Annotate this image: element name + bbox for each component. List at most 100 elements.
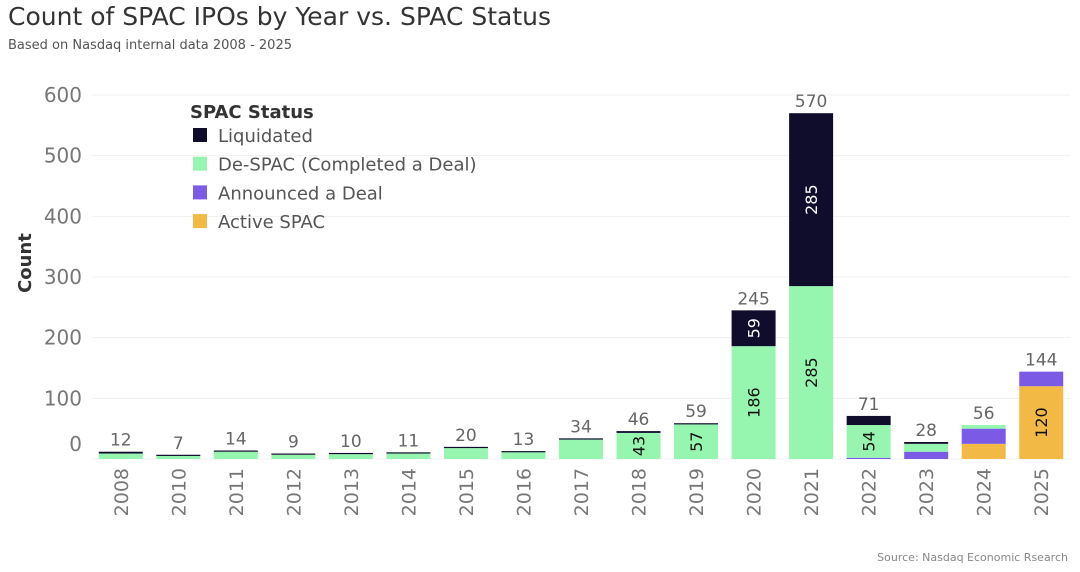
y-tick-label: 300: [44, 265, 82, 289]
bar-segment: [501, 451, 546, 453]
x-tick-label: 2017: [571, 468, 593, 516]
bar-segment: [731, 346, 776, 459]
segment-label: 59: [745, 318, 764, 338]
legend-swatch: [193, 156, 207, 171]
total-label: 56: [973, 404, 995, 424]
bar-segment: [559, 439, 603, 459]
bar-segment: [328, 454, 373, 459]
bar-segment: [156, 454, 201, 456]
bar-segment: [156, 455, 201, 459]
y-tick-label: 500: [44, 144, 82, 168]
bar-segment: [846, 457, 891, 459]
bar-segment: [271, 454, 316, 459]
x-tick-label: 2023: [916, 468, 938, 516]
y-tick-label: 200: [44, 326, 82, 350]
x-tick-label: 2019: [686, 468, 708, 516]
x-tick-label: 2014: [398, 468, 420, 516]
y-tick-label: 400: [44, 204, 82, 228]
bar-segment: [961, 425, 1006, 429]
x-tick-label: 2022: [859, 468, 881, 516]
legend-entry: Active SPAC: [218, 212, 325, 233]
bar-segment: [731, 310, 776, 347]
bar-segment: [443, 446, 488, 449]
segment-label: 43: [630, 436, 649, 456]
data-labels: 12 7 14 9 10 11 20 13 34 46 59 245 570 71 28 56 144 43 57 1…: [110, 92, 1058, 456]
bar-segment: [213, 451, 258, 459]
bar-segment: [616, 432, 661, 459]
total-label: 20: [455, 426, 477, 446]
bar-segment: [904, 442, 949, 444]
total-label: 28: [915, 421, 937, 441]
x-tick-label: 2024: [974, 468, 996, 516]
source-note: Source: Nasdaq Economic Rsearch: [877, 551, 1068, 564]
total-label: 71: [858, 395, 880, 415]
y-axis: Count 0 100 200 300 400 500 600: [15, 83, 82, 456]
segment-label: 186: [745, 387, 764, 418]
bar-segment: [674, 424, 719, 459]
x-tick-label: 2021: [801, 468, 823, 516]
bar-segment: [674, 423, 719, 425]
bar-segment: [443, 448, 488, 459]
legend-entry: Liquidated: [218, 126, 313, 147]
y-tick-label: 600: [44, 83, 82, 107]
x-tick-label: 2008: [111, 468, 133, 516]
legend-swatch: [193, 128, 207, 142]
bar-segment: [904, 451, 949, 459]
x-axis: 2008 2010 2011 2012 2013 2014 2015 2016 2017 2018…: [111, 468, 1053, 516]
total-label: 10: [340, 432, 362, 452]
total-label: 9: [288, 433, 299, 453]
bar-segment: [559, 438, 603, 440]
bar-segment: [789, 113, 834, 287]
bar-segment: [386, 452, 431, 454]
bar-segment: [271, 453, 316, 455]
x-tick-label: 2025: [1031, 468, 1053, 516]
gridlines: [92, 94, 1070, 460]
chart-subtitle: Based on Nasdaq internal data 2008 - 202…: [8, 38, 292, 53]
x-tick-label: 2012: [283, 468, 305, 516]
x-tick-label: 2010: [168, 468, 190, 516]
x-tick-label: 2015: [456, 468, 478, 516]
bar-segment: [1019, 371, 1064, 387]
bar-segment: [904, 443, 949, 452]
segment-label: 57: [687, 432, 706, 452]
legend-swatch: [193, 214, 207, 229]
bar-segment: [213, 450, 258, 452]
bar-segment: [846, 415, 891, 426]
bar-segment: [98, 451, 143, 454]
x-tick-label: 2020: [744, 468, 766, 516]
bar-segment: [961, 428, 1006, 444]
total-label: 7: [173, 434, 184, 454]
bar-segment: [1019, 386, 1064, 459]
x-tick-label: 2013: [341, 468, 363, 516]
segment-label: 54: [860, 431, 879, 451]
legend-entry: De-SPAC (Completed a Deal): [218, 155, 477, 176]
bars: [98, 113, 1064, 459]
x-tick-label: 2018: [629, 468, 651, 516]
legend-entry: Announced a Deal: [218, 183, 383, 204]
segment-label: 120: [1032, 407, 1051, 438]
x-tick-label: 2011: [226, 468, 248, 516]
bar-segment: [616, 431, 661, 433]
legend-swatch: [193, 185, 207, 200]
total-label: 13: [513, 430, 535, 450]
total-label: 46: [628, 410, 650, 430]
bar-segment: [846, 425, 891, 458]
y-tick-label: 100: [44, 386, 82, 410]
total-label: 570: [795, 92, 827, 112]
bar-segment: [789, 286, 834, 459]
chart-title: Count of SPAC IPOs by Year vs. SPAC Stat…: [8, 2, 552, 31]
bar-segment: [328, 452, 373, 455]
bar-segment: [98, 453, 143, 459]
bar-segment: [501, 452, 546, 459]
bar-segment: [961, 443, 1006, 459]
total-label: 11: [398, 431, 420, 451]
total-label: 14: [225, 430, 247, 450]
total-label: 245: [737, 289, 769, 309]
total-label: 144: [1025, 351, 1057, 371]
segment-label: 285: [802, 184, 821, 215]
y-axis-title: Count: [15, 233, 36, 293]
total-label: 34: [570, 417, 592, 437]
y-tick-label: 0: [69, 432, 82, 456]
total-label: 12: [110, 431, 132, 451]
